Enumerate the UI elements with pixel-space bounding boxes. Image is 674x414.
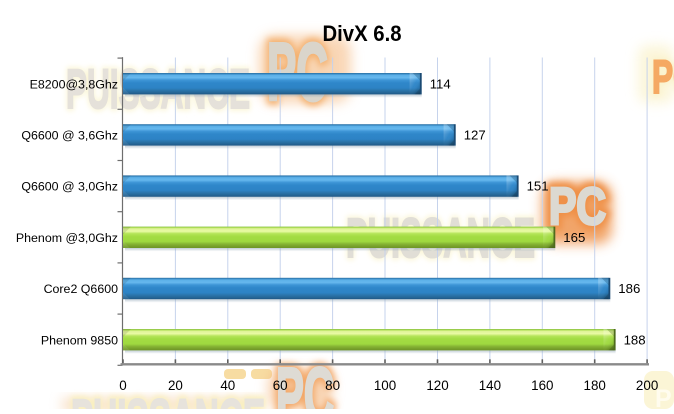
svg-text:40: 40 [220, 378, 235, 393]
svg-text:180: 180 [584, 378, 606, 393]
svg-text:160: 160 [531, 378, 553, 393]
svg-text:PC: PC [267, 27, 328, 118]
svg-text:Phenom 9850: Phenom 9850 [41, 333, 118, 347]
svg-text:151: 151 [527, 179, 549, 194]
svg-text:100: 100 [374, 378, 396, 393]
svg-text:114: 114 [430, 76, 451, 91]
svg-text:Core2 Q6600: Core2 Q6600 [44, 282, 119, 296]
svg-text:188: 188 [624, 332, 646, 347]
svg-text:127: 127 [464, 128, 486, 143]
svg-text:DivX 6.8: DivX 6.8 [323, 21, 402, 46]
svg-text:140: 140 [479, 378, 501, 393]
svg-text:20: 20 [168, 378, 183, 393]
svg-text:PC: PC [652, 50, 674, 103]
svg-text:80: 80 [325, 378, 340, 393]
svg-text:E8200@3,8Ghz: E8200@3,8Ghz [30, 77, 118, 91]
svg-text:Q6600 @ 3,6Ghz: Q6600 @ 3,6Ghz [21, 129, 118, 143]
svg-text:165: 165 [563, 230, 585, 245]
svg-text:200: 200 [636, 378, 658, 393]
svg-text:60: 60 [273, 378, 288, 393]
svg-text:P: P [655, 385, 672, 409]
svg-text:120: 120 [426, 378, 448, 393]
svg-text:Phenom @3,0Ghz: Phenom @3,0Ghz [16, 231, 118, 245]
svg-text:0: 0 [119, 378, 126, 393]
svg-text:Q6600 @ 3,0Ghz: Q6600 @ 3,0Ghz [21, 180, 118, 194]
svg-text:PC: PC [267, 27, 328, 118]
svg-text:186: 186 [618, 281, 640, 296]
svg-text:PC: PC [549, 178, 606, 236]
svg-text:PC: PC [652, 50, 674, 103]
